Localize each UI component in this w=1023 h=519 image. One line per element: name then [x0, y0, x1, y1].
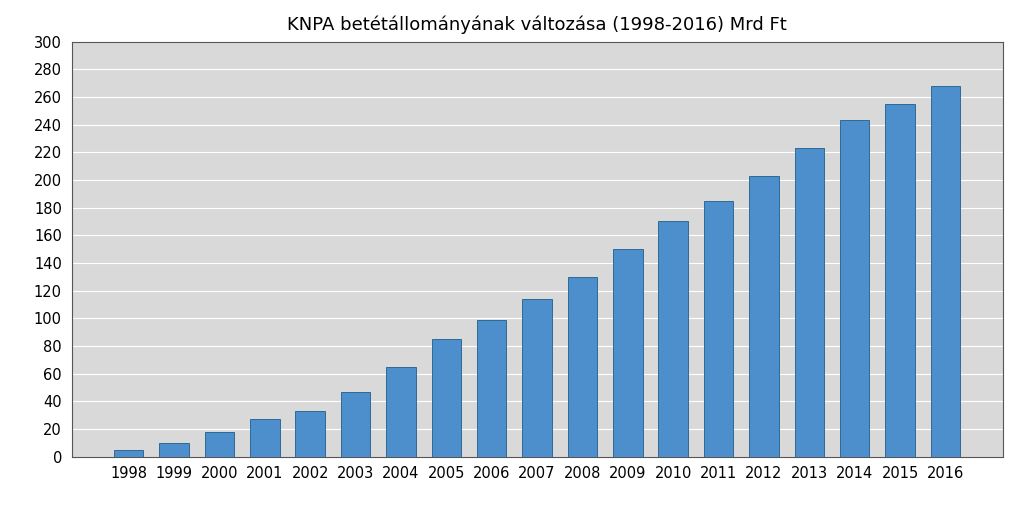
- Bar: [704, 201, 733, 457]
- Bar: [341, 392, 370, 457]
- Bar: [477, 320, 506, 457]
- Bar: [114, 450, 143, 457]
- Bar: [885, 104, 915, 457]
- Bar: [296, 411, 325, 457]
- Bar: [387, 367, 415, 457]
- Bar: [523, 299, 551, 457]
- Bar: [568, 277, 597, 457]
- Bar: [160, 443, 189, 457]
- Bar: [613, 249, 642, 457]
- Bar: [840, 120, 870, 457]
- Bar: [931, 86, 961, 457]
- Bar: [205, 432, 234, 457]
- Bar: [250, 419, 279, 457]
- Bar: [795, 148, 825, 457]
- Bar: [749, 176, 779, 457]
- Title: KNPA betétállományának változása (1998-2016) Mrd Ft: KNPA betétállományának változása (1998-2…: [287, 16, 787, 34]
- Bar: [659, 222, 687, 457]
- Bar: [432, 339, 461, 457]
